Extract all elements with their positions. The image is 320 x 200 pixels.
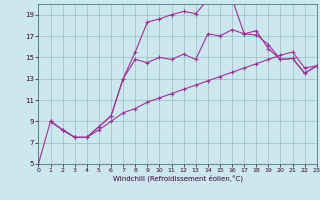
X-axis label: Windchill (Refroidissement éolien,°C): Windchill (Refroidissement éolien,°C) bbox=[113, 175, 243, 182]
